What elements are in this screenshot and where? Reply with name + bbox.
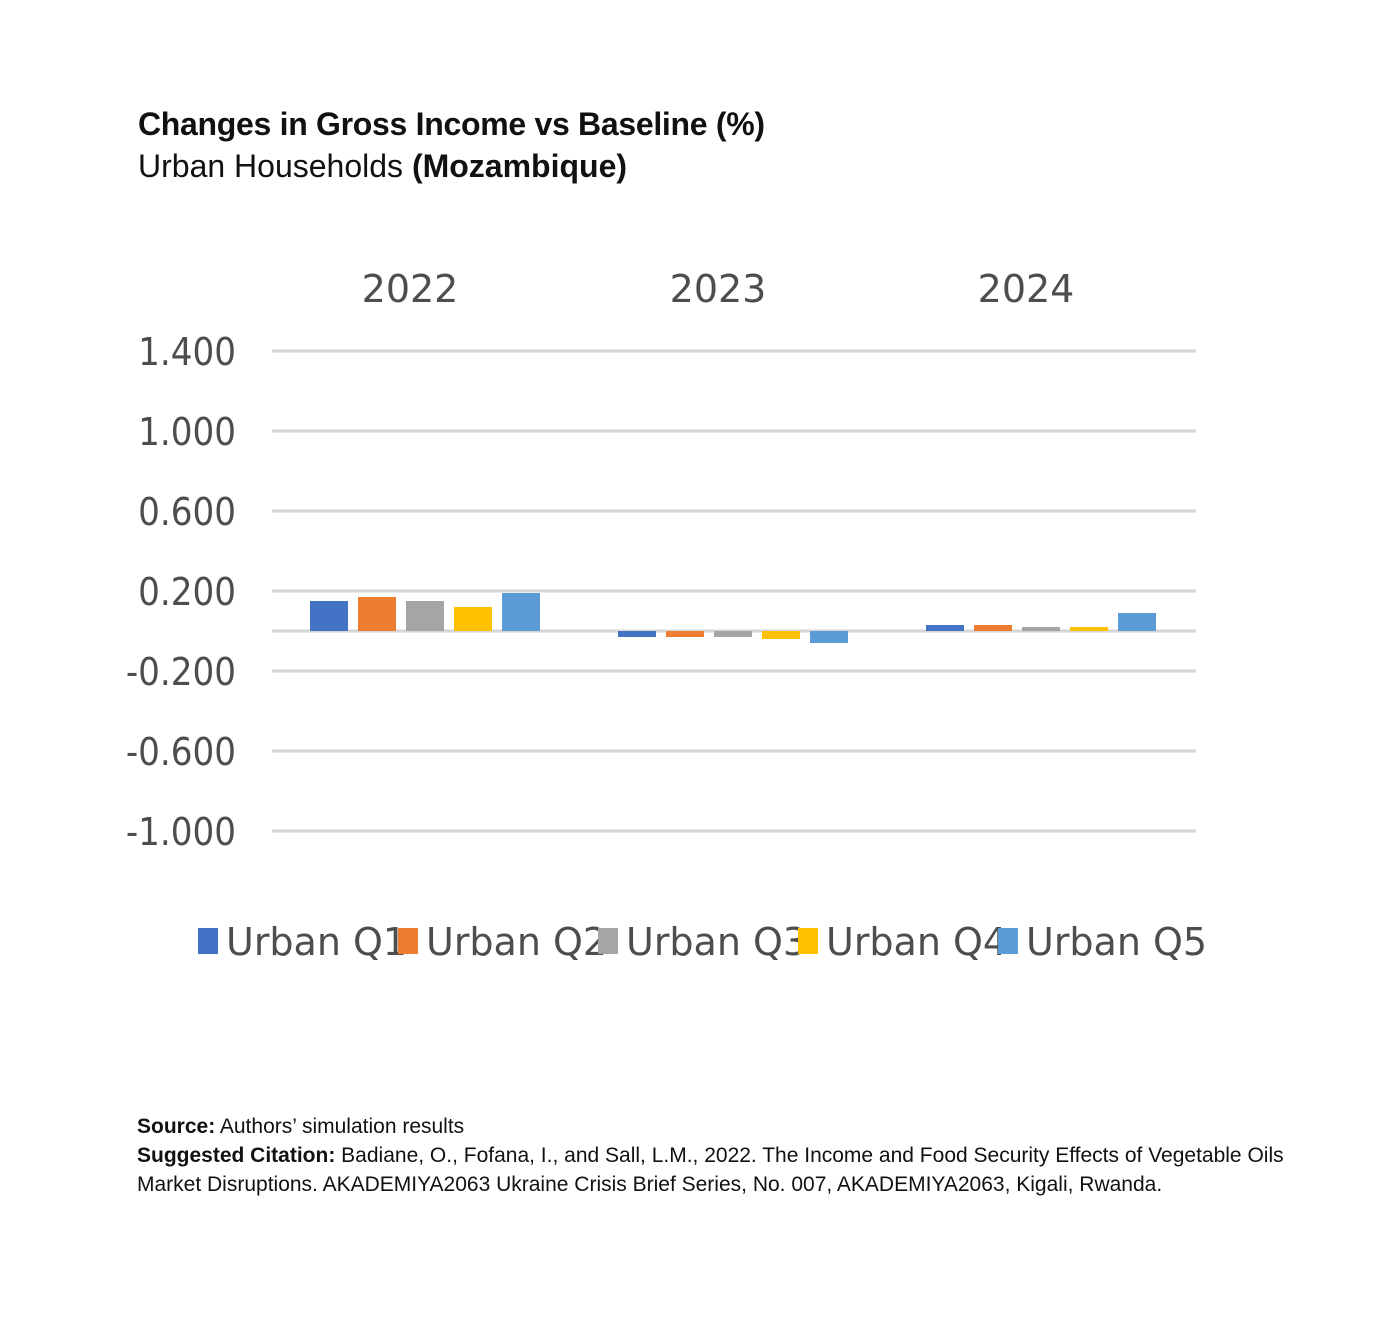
bar-urban-q5-2024 <box>1118 613 1156 631</box>
chart-subtitle: Urban Households (Mozambique) <box>138 148 627 185</box>
legend-label: Urban Q5 <box>1026 920 1207 964</box>
citation-line: Suggested Citation: Badiane, O., Fofana,… <box>137 1141 1337 1199</box>
bars <box>310 593 1156 643</box>
legend-label: Urban Q3 <box>626 920 807 964</box>
source-line: Source: Authors’ simulation results <box>137 1112 1337 1141</box>
y-tick-label: 1.000 <box>138 410 236 454</box>
footnotes: Source: Authors’ simulation results Sugg… <box>137 1112 1337 1199</box>
subtitle-country: (Mozambique) <box>411 148 628 184</box>
legend-swatch <box>398 928 418 954</box>
subtitle-text: Urban Households <box>138 148 412 184</box>
y-tick-label: -1.000 <box>126 810 236 854</box>
source-text: Authors’ simulation results <box>215 1115 465 1138</box>
y-tick-label: -0.200 <box>126 650 236 694</box>
category-label: 2022 <box>362 267 459 311</box>
bar-urban-q4-2022 <box>454 607 492 631</box>
citation-text: Badiane, O., Fofana, I., and Sall, L.M.,… <box>137 1144 1284 1196</box>
legend-label: Urban Q2 <box>426 920 607 964</box>
bar-urban-q1-2022 <box>310 601 348 631</box>
chart-title: Changes in Gross Income vs Baseline (%) <box>138 106 765 142</box>
bar-urban-q3-2023 <box>714 631 752 637</box>
legend-swatch <box>998 928 1018 954</box>
source-label: Source: <box>137 1115 216 1138</box>
y-tick-label: 0.200 <box>138 570 236 614</box>
bar-urban-q4-2023 <box>762 631 800 639</box>
bar-urban-q3-2022 <box>406 601 444 631</box>
y-axis-ticks: 1.400 1.000 0.600 0.200 -0.200 -0.600 -1.000 <box>126 330 236 854</box>
bar-chart: 1.400 1.000 0.600 0.200 -0.200 -0.600 -1.000 2… <box>126 267 1207 964</box>
y-tick-label: 1.400 <box>138 330 236 374</box>
legend-swatch <box>598 928 618 954</box>
bar-urban-q2-2022 <box>358 597 396 631</box>
legend-label: Urban Q4 <box>826 920 1007 964</box>
bar-urban-q5-2022 <box>502 593 540 631</box>
category-label: 2023 <box>670 267 767 311</box>
bar-urban-q2-2023 <box>666 631 704 637</box>
y-tick-label: -0.600 <box>126 730 236 774</box>
legend-label: Urban Q1 <box>226 920 407 964</box>
gridlines <box>272 349 1196 833</box>
category-label: 2024 <box>978 267 1075 311</box>
bar-urban-q4-2024 <box>1070 627 1108 631</box>
citation-label: Suggested Citation: <box>137 1144 336 1167</box>
legend-swatch <box>798 928 818 954</box>
bar-urban-q5-2023 <box>810 631 848 643</box>
bar-urban-q2-2024 <box>974 625 1012 631</box>
bar-urban-q1-2023 <box>618 631 656 637</box>
bar-urban-q3-2024 <box>1022 627 1060 631</box>
category-labels: 2022 2023 2024 <box>362 267 1075 311</box>
legend: Urban Q1 Urban Q2 Urban Q3 Urban Q4 Urban Q5 <box>198 920 1207 964</box>
legend-swatch <box>198 928 218 954</box>
y-tick-label: 0.600 <box>138 490 236 534</box>
bar-urban-q1-2024 <box>926 625 964 631</box>
